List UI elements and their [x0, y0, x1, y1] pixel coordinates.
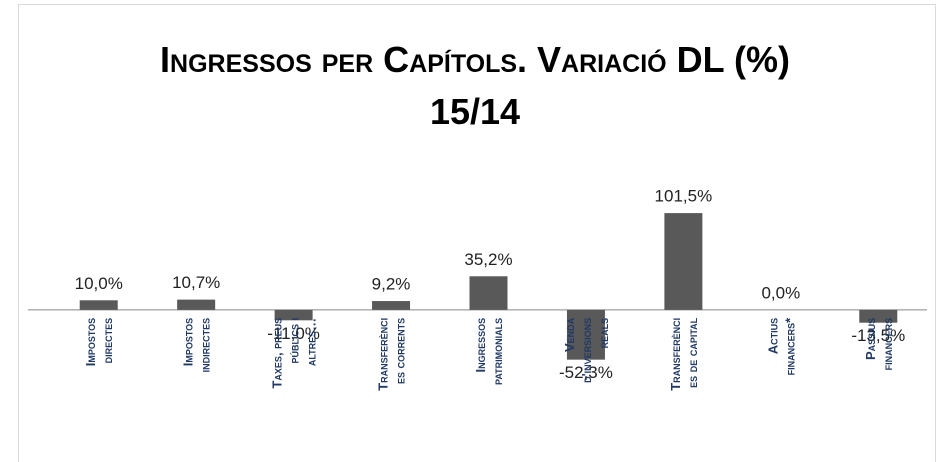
bar	[469, 276, 508, 310]
value-label: 0,0%	[761, 283, 800, 302]
x-tick-label: Impostos directes	[83, 318, 115, 366]
value-label: 35,2%	[464, 250, 512, 269]
bar	[664, 213, 703, 310]
value-label: -11,0%	[267, 324, 320, 343]
bar	[372, 301, 411, 310]
x-tick-label: Impostos indirectes	[181, 318, 213, 373]
bar	[274, 309, 313, 321]
value-label: -13,5%	[851, 326, 905, 345]
value-label: -52,3%	[559, 363, 613, 382]
x-tick-label: Passius financers	[863, 318, 895, 371]
bar	[79, 300, 118, 310]
value-label: 9,2%	[372, 275, 411, 294]
chart-border	[18, 4, 936, 462]
x-tick-label: Ingressos patrimonials	[473, 318, 505, 385]
bar	[177, 299, 216, 310]
bar	[566, 309, 605, 360]
x-tick-label: Transferènci es de capital	[668, 317, 700, 390]
x-tick-label: Taxes, preus públics i altres…	[270, 318, 319, 389]
chart-title: Ingressos per Capítols. Variació DL (%) …	[160, 39, 790, 132]
x-tick-label: Venda d'inversions reals	[562, 317, 611, 383]
x-tick-label: Transferènci es corrents	[376, 318, 408, 391]
x-tick-label: Actius financers*	[765, 317, 797, 376]
value-label: 101,5%	[655, 187, 713, 206]
bar	[859, 309, 898, 323]
value-label: 10,7%	[172, 273, 220, 292]
value-label: 10,0%	[75, 274, 123, 293]
